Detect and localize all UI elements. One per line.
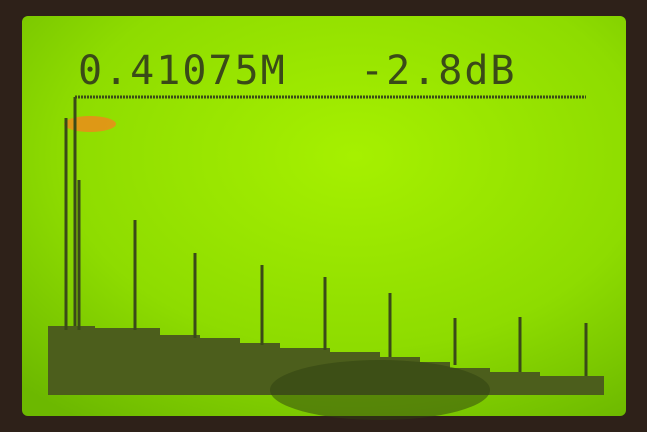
device-photo: 0.41075M -2.8dB <box>0 0 647 432</box>
level-readout: -2.8dB <box>360 48 517 94</box>
frequency-readout: 0.41075M <box>78 48 287 94</box>
reflection <box>64 116 116 132</box>
page: 0.41075M -2.8dB (() => { const data = JS… <box>0 0 647 432</box>
shadow <box>270 360 490 420</box>
